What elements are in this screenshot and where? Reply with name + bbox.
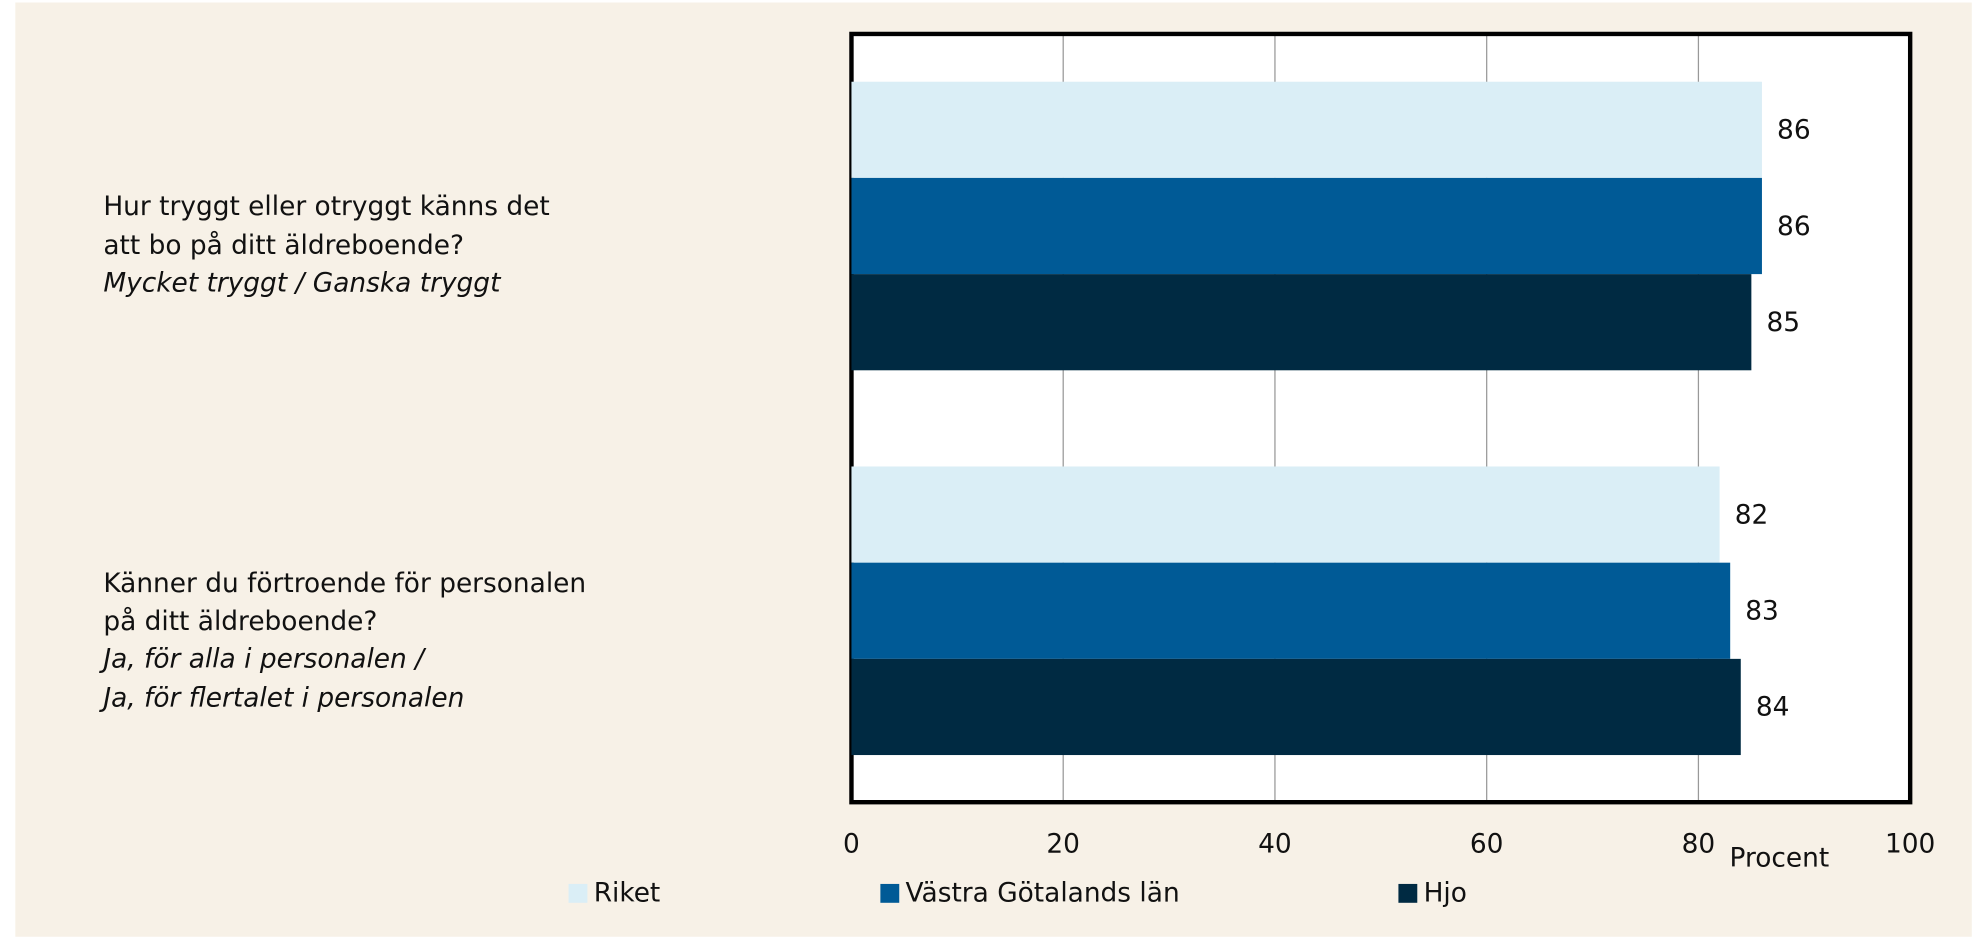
plot-border <box>849 31 1913 805</box>
legend-label: Riket <box>594 877 661 908</box>
x-tick-label: 80 <box>1682 828 1716 859</box>
value-label: 86 <box>1777 115 1811 146</box>
bar <box>851 274 1752 371</box>
x-tick-label: 0 <box>843 828 860 859</box>
bar <box>851 81 1762 178</box>
legend-label: Västra Götalands län <box>906 877 1180 908</box>
x-tick-label: 60 <box>1470 828 1504 859</box>
bar <box>851 466 1720 563</box>
value-label: 86 <box>1777 211 1811 242</box>
value-label: 85 <box>1766 307 1800 338</box>
legend-swatch <box>880 883 900 903</box>
bar <box>851 562 1731 659</box>
category-subtitle: Mycket tryggt / Ganska tryggt <box>103 268 502 299</box>
legend-swatch <box>568 883 588 903</box>
bar <box>851 658 1741 756</box>
value-label: 83 <box>1745 596 1779 627</box>
legend-label: Hjo <box>1424 877 1467 908</box>
x-tick-label: 20 <box>1046 828 1080 859</box>
category-subtitle: Ja, för flertalet i personalen <box>98 683 464 714</box>
category-label: Hur tryggt eller otryggt känns det <box>103 191 549 222</box>
x-tick-label: 40 <box>1258 828 1292 859</box>
bar <box>851 177 1762 275</box>
x-tick-label: 100 <box>1885 828 1935 859</box>
legend-swatch <box>1398 883 1418 903</box>
category-label: att bo på ditt äldreboende? <box>103 230 464 261</box>
category-label: på ditt äldreboende? <box>103 606 377 637</box>
category-label: Känner du förtroende för personalen <box>103 568 586 599</box>
value-label: 84 <box>1756 692 1790 723</box>
category-subtitle: Ja, för alla i personalen / <box>98 644 427 675</box>
x-axis-label: Procent <box>1730 842 1830 873</box>
value-label: 82 <box>1735 499 1769 530</box>
